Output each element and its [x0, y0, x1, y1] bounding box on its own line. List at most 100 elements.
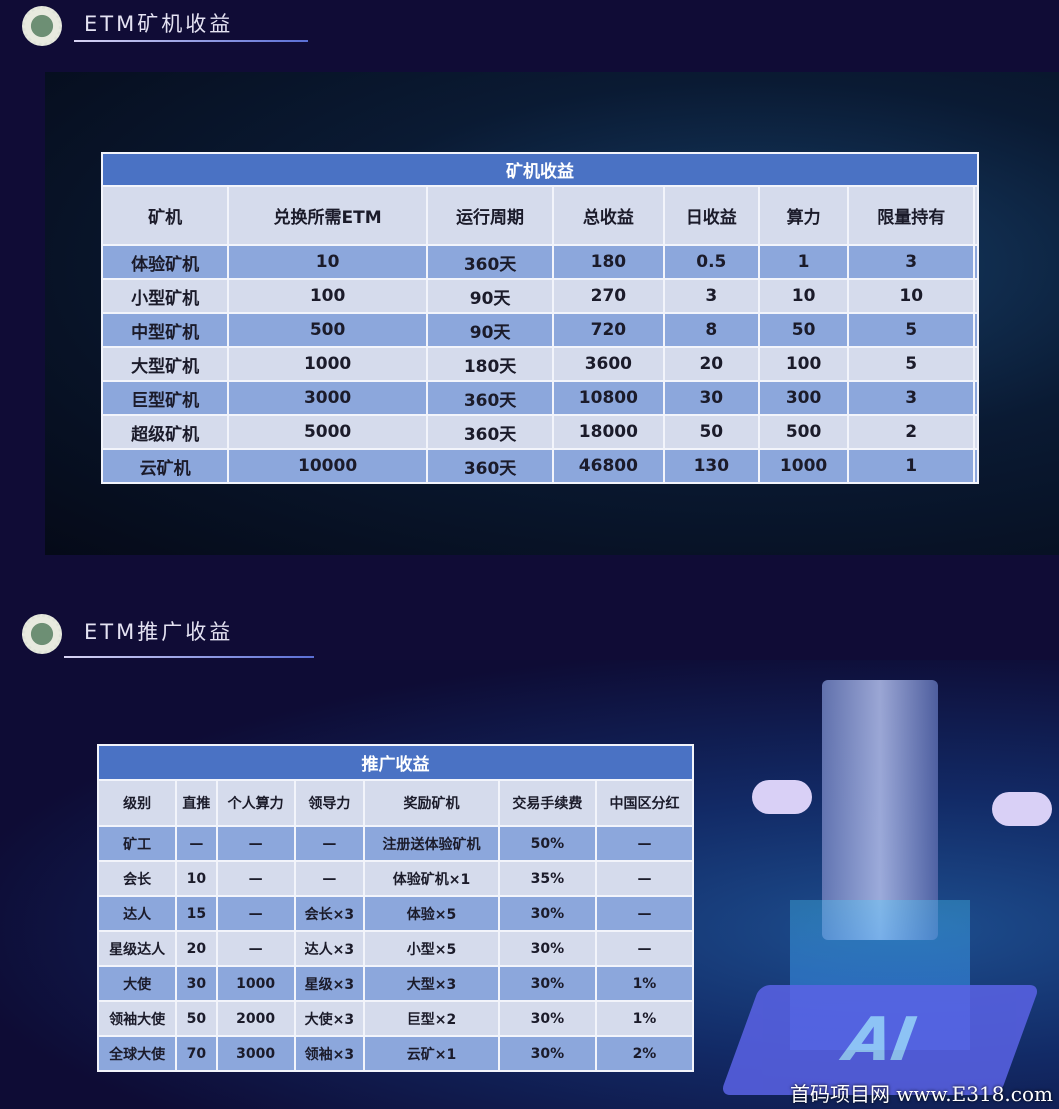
table-cell	[973, 380, 979, 416]
table-cell: 10	[847, 278, 976, 314]
table-cell: 30	[175, 965, 218, 1002]
table-cell: 大使	[96, 965, 178, 1002]
table-cell: 360天	[425, 448, 555, 484]
table-cell: 300	[758, 380, 850, 416]
table-row: 领袖大使 50 2000 大使×3 巨型×2 30% 1%	[96, 1000, 695, 1037]
etm-logo-icon	[22, 6, 62, 46]
table-cell: 大型矿机	[100, 346, 230, 382]
table-cell: —	[293, 825, 366, 862]
table-cell	[973, 346, 979, 382]
column-header: 中国区分红	[594, 779, 695, 827]
table-cell: 18000	[552, 414, 665, 450]
table-cell: 巨型矿机	[100, 380, 230, 416]
table-cell: 50%	[497, 825, 597, 862]
table-cell: 15	[175, 895, 218, 932]
table-cell: 500	[758, 414, 850, 450]
table-row: 云矿机 10000 360天 46800 130 1000 1	[100, 448, 979, 484]
table-cell: 5000	[227, 414, 428, 450]
column-header: 矿机	[100, 185, 230, 246]
table-cell: 1000	[215, 965, 296, 1002]
table-cell: —	[594, 825, 695, 862]
column-header: 算力	[758, 185, 850, 246]
table-cell	[973, 448, 979, 484]
table-cell: 3600	[552, 346, 665, 382]
table-cell: —	[215, 895, 296, 932]
table-cell: 90天	[425, 278, 555, 314]
column-header: 运行周期	[425, 185, 555, 246]
table-cell: 500	[227, 312, 428, 348]
table-cell: 8	[662, 312, 761, 348]
table-cell: —	[594, 895, 695, 932]
table-cell: 会长	[96, 860, 178, 897]
table-cell	[973, 312, 979, 348]
table-cell	[973, 414, 979, 450]
table-cell: 1000	[227, 346, 428, 382]
table-cell: 270	[552, 278, 665, 314]
table-cell: 180	[552, 244, 665, 280]
table-cell: —	[594, 860, 695, 897]
column-header	[973, 185, 979, 246]
table-row: 中型矿机 500 90天 720 8 50 5	[100, 312, 979, 348]
table-cell: 体验矿机	[100, 244, 230, 280]
table-cell: 1%	[594, 1000, 695, 1037]
table-cell: 10	[175, 860, 218, 897]
table-title: 矿机收益	[101, 152, 979, 187]
column-header: 奖励矿机	[363, 779, 500, 827]
table-cell: 小型×5	[363, 930, 500, 967]
table-cell: 30%	[497, 1035, 597, 1072]
table-cell: 2	[847, 414, 976, 450]
table-cell: 50	[662, 414, 761, 450]
etm-logo-icon	[22, 614, 62, 654]
column-header: 级别	[96, 779, 178, 827]
table-row: 大使 30 1000 星级×3 大型×3 30% 1%	[96, 965, 695, 1002]
table-cell: 达人	[96, 895, 178, 932]
mining-income-table: 矿机收益 矿机 兑换所需ETM 运行周期 总收益 日收益 算力 限量持有 体验矿机 10 360天 1…	[100, 152, 979, 484]
table-cell: 30	[662, 380, 761, 416]
table-cell: —	[594, 930, 695, 967]
table-cell: 360天	[425, 380, 555, 416]
table-row: 星级达人 20— 达人×3 小型×5 30% —	[96, 930, 695, 967]
table-cell: 5	[847, 312, 976, 348]
table-cell: 46800	[552, 448, 665, 484]
table-cell	[973, 278, 979, 314]
table-cell: 1	[758, 244, 850, 280]
table-cell: 30%	[497, 930, 597, 967]
title-underline	[64, 656, 314, 658]
table-cell: 10	[758, 278, 850, 314]
table-cell: 720	[552, 312, 665, 348]
table-cell: 50	[758, 312, 850, 348]
cloud-icon	[752, 780, 812, 814]
section-title: ETM推广收益	[84, 620, 234, 644]
table-cell: —	[175, 825, 218, 862]
table-cell: 1	[847, 448, 976, 484]
section-header-promotion: ETM推广收益	[22, 614, 233, 654]
table-cell: —	[215, 825, 296, 862]
table-cell: 20	[175, 930, 218, 967]
table-cell: 360天	[425, 414, 555, 450]
table-cell: 10	[227, 244, 428, 280]
table-cell: 70	[175, 1035, 218, 1072]
table-cell: 超级矿机	[100, 414, 230, 450]
table-cell: 1000	[758, 448, 850, 484]
table-cell: 巨型×2	[363, 1000, 500, 1037]
column-header: 总收益	[552, 185, 665, 246]
table-cell: 会长×3	[293, 895, 366, 932]
table-cell: —	[215, 930, 296, 967]
table-cell: 30%	[497, 1000, 597, 1037]
table-cell: 180天	[425, 346, 555, 382]
table-cell: 3	[847, 244, 976, 280]
table-cell: 5	[847, 346, 976, 382]
table-cell: 100	[227, 278, 428, 314]
table-cell: 云矿机	[100, 448, 230, 484]
table-cell: 2%	[594, 1035, 695, 1072]
column-header: 限量持有	[847, 185, 976, 246]
table-row: 矿工 — — — 注册送体验矿机 50% —	[96, 825, 695, 862]
table-cell: 20	[662, 346, 761, 382]
table-cell: 10000	[227, 448, 428, 484]
section-title: ETM矿机收益	[84, 12, 234, 36]
table-cell: 3	[847, 380, 976, 416]
table-row: 小型矿机 100 90天 270 3 10 10	[100, 278, 979, 314]
table-cell: 领袖大使	[96, 1000, 178, 1037]
server-rack-illustration	[822, 680, 938, 940]
table-cell: 50	[175, 1000, 218, 1037]
